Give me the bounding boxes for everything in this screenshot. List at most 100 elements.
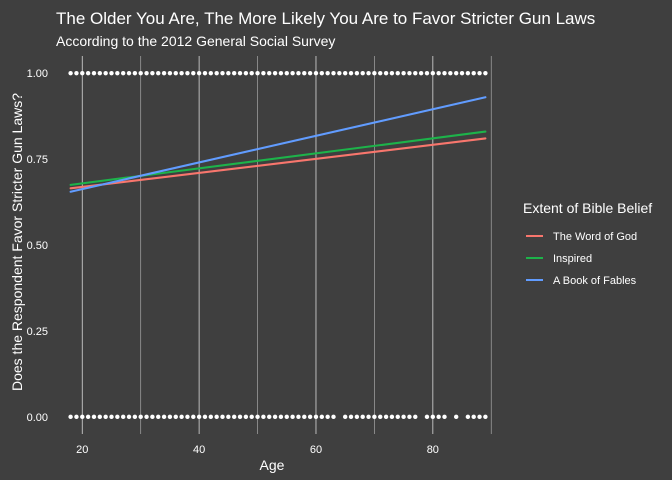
data-point-y0 xyxy=(278,414,284,420)
data-point-y0 xyxy=(389,414,395,420)
data-point-y1 xyxy=(407,70,412,76)
data-point-y1 xyxy=(138,70,143,76)
y-tick-label: 0.00 xyxy=(27,412,48,424)
data-point-y0 xyxy=(430,414,436,420)
x-tick-label: 80 xyxy=(427,444,439,456)
data-point-y1 xyxy=(354,70,360,76)
data-point-y0 xyxy=(231,414,237,420)
data-point-y1 xyxy=(80,70,85,76)
data-point-y0 xyxy=(214,414,219,420)
data-point-y0 xyxy=(342,414,348,420)
data-point-y0 xyxy=(354,414,360,420)
data-point-y0 xyxy=(161,414,167,420)
data-point-y0 xyxy=(74,414,79,420)
series-line-2 xyxy=(69,96,487,193)
y-axis-label: Does the Respondent Favor Stricter Gun L… xyxy=(9,93,25,391)
legend-title: Extent of Bible Belief xyxy=(523,200,652,216)
data-point-y1 xyxy=(220,70,225,76)
data-point-y1 xyxy=(319,70,325,76)
data-point-y0 xyxy=(307,414,313,420)
data-point-y0 xyxy=(115,414,120,420)
data-point-y1 xyxy=(471,70,476,76)
data-point-y0 xyxy=(85,414,91,420)
data-point-y0 xyxy=(179,414,184,420)
data-point-y1 xyxy=(68,70,73,76)
data-point-y0 xyxy=(68,414,73,420)
legend: Extent of Bible Belief The Word of God In… xyxy=(523,200,652,287)
data-point-y1 xyxy=(226,70,231,76)
data-point-y1 xyxy=(290,70,295,76)
data-point-y0 xyxy=(325,414,330,420)
grid-lines xyxy=(81,56,492,434)
data-point-y1 xyxy=(378,70,383,76)
data-point-y0 xyxy=(97,414,103,420)
data-point-y1 xyxy=(348,70,354,76)
data-point-y1 xyxy=(413,70,418,76)
data-point-y0 xyxy=(202,414,208,420)
data-point-y0 xyxy=(191,414,196,420)
data-point-y1 xyxy=(430,70,436,76)
data-point-y0 xyxy=(109,414,114,420)
data-point-y0 xyxy=(156,414,161,420)
data-point-y0 xyxy=(483,414,488,420)
y-tick-label: 0.50 xyxy=(27,240,48,252)
data-point-y1 xyxy=(366,70,371,76)
data-point-y0 xyxy=(395,414,400,420)
legend-label-0: The Word of God xyxy=(553,231,637,243)
data-point-y0 xyxy=(261,414,266,420)
y-tick-label: 0.75 xyxy=(27,154,48,166)
data-point-y1 xyxy=(103,70,108,76)
data-point-y0 xyxy=(103,414,108,420)
data-point-y0 xyxy=(319,414,325,420)
y-tick-label: 0.25 xyxy=(27,326,48,338)
data-point-y1 xyxy=(74,70,79,76)
data-point-y1 xyxy=(325,70,330,76)
data-point-y1 xyxy=(208,70,214,76)
legend-label-2: A Book of Fables xyxy=(553,275,637,287)
x-axis: 20 40 60 80 xyxy=(76,444,439,456)
data-point-y1 xyxy=(85,70,91,76)
panel-background xyxy=(56,56,500,434)
data-points xyxy=(68,70,488,420)
data-point-y1 xyxy=(91,70,97,76)
data-point-y1 xyxy=(115,70,120,76)
data-point-y0 xyxy=(138,414,143,420)
data-point-y1 xyxy=(360,70,365,76)
data-point-y0 xyxy=(348,414,354,420)
data-point-y0 xyxy=(144,414,149,420)
data-point-y1 xyxy=(156,70,161,76)
data-point-y0 xyxy=(173,414,178,420)
data-point-y1 xyxy=(161,70,167,76)
data-point-y0 xyxy=(196,414,202,420)
data-point-y0 xyxy=(220,414,225,420)
y-tick-label: 1.00 xyxy=(27,68,48,80)
data-point-y0 xyxy=(360,414,365,420)
data-point-y1 xyxy=(337,70,342,76)
data-point-y0 xyxy=(267,414,272,420)
data-point-y1 xyxy=(424,70,430,76)
chart-title: The Older You Are, The More Likely You A… xyxy=(56,9,595,28)
data-point-y0 xyxy=(372,414,377,420)
data-point-y1 xyxy=(395,70,400,76)
data-point-y0 xyxy=(91,414,97,420)
x-axis-label: Age xyxy=(260,457,285,473)
data-point-y1 xyxy=(465,70,471,76)
plot-panel xyxy=(56,56,500,434)
data-point-y0 xyxy=(383,414,389,420)
x-tick-label: 40 xyxy=(193,444,205,456)
data-point-y1 xyxy=(401,70,406,76)
data-point-y1 xyxy=(167,70,173,76)
data-point-y1 xyxy=(342,70,348,76)
data-point-y0 xyxy=(407,414,412,420)
data-point-y1 xyxy=(249,70,254,76)
data-point-y1 xyxy=(202,70,208,76)
data-point-y0 xyxy=(226,414,231,420)
data-point-y1 xyxy=(261,70,266,76)
data-point-y1 xyxy=(483,70,488,76)
data-point-y0 xyxy=(237,414,243,420)
data-point-y0 xyxy=(453,414,459,420)
trend-lines xyxy=(69,96,487,193)
series-line-0 xyxy=(69,137,487,190)
data-point-y1 xyxy=(214,70,219,76)
data-point-y0 xyxy=(150,414,155,420)
